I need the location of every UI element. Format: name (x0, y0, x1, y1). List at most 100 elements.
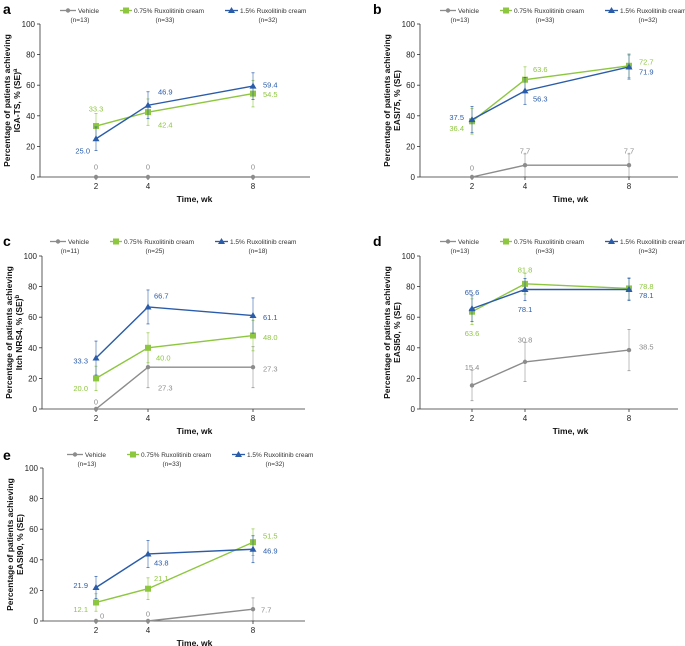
data-label: 27.3 (263, 365, 278, 374)
y-tick-label: 0 (34, 617, 39, 626)
data-point (522, 163, 528, 168)
y-axis-title-line-2: EASI50, % (SE) (392, 302, 402, 363)
data-point (521, 87, 529, 94)
x-tick-label: 8 (251, 182, 256, 191)
x-tick-label: 8 (627, 414, 632, 423)
data-label: 0 (100, 612, 104, 621)
x-axis-title: Time, wk (177, 638, 213, 646)
data-point (93, 123, 99, 130)
data-point (522, 359, 528, 365)
data-label: 59.4 (263, 81, 278, 90)
y-tick-label: 80 (406, 283, 415, 292)
data-point (625, 63, 633, 70)
x-axis-title: Time, wk (553, 426, 589, 436)
data-label: 7.7 (624, 147, 634, 156)
y-tick-label: 0 (411, 405, 416, 414)
series-ruxo15: 65.6 78.1 78.1 (465, 277, 654, 322)
legend-item-vehicle: Vehicle (n=13) (440, 239, 479, 255)
data-label: 78.1 (518, 305, 533, 314)
series-ruxo075: 20.0 40.0 48.0 (73, 319, 278, 393)
legend-n: (n=32) (639, 17, 658, 24)
y-tick-label: 100 (25, 464, 39, 473)
y-tick-label: 100 (24, 252, 38, 261)
legend-marker-square (503, 7, 509, 14)
legend-n: (n=13) (71, 17, 90, 24)
y-tick-label: 80 (28, 283, 37, 292)
x-tick-label: 8 (251, 414, 256, 423)
data-label: 81.8 (518, 265, 533, 274)
y-tick-label: 0 (33, 405, 38, 414)
data-label: 12.1 (73, 605, 88, 614)
data-point (250, 174, 256, 180)
legend-n: (n=11) (61, 248, 80, 255)
y-axis-title: Percentage of patients achievingEASI90, … (5, 478, 25, 611)
data-label: 7.7 (520, 147, 530, 156)
y-tick-label: 40 (406, 112, 415, 121)
panel-letter: b (373, 1, 382, 17)
panel-letter: d (373, 233, 382, 249)
data-point (468, 116, 476, 123)
legend-label: Vehicle (458, 239, 479, 246)
y-axis-title-line-1: Percentage of patients achieving (5, 478, 15, 611)
data-point (144, 303, 152, 310)
legend-item-ruxo15: 1.5% Ruxolitinib cream (n=32) (605, 238, 685, 255)
data-point (250, 332, 256, 339)
data-point (93, 375, 99, 382)
data-label: 61.1 (263, 313, 278, 322)
chart-panel-c: c 0 20 40 60 80 100 2 4 8 Time, wk Percentage of pa… (3, 233, 305, 436)
legend-marker-circle (445, 8, 451, 13)
data-label: 0 (251, 163, 255, 172)
data-label: 54.5 (263, 90, 278, 99)
y-tick-label: 60 (28, 313, 37, 322)
y-tick-label: 100 (22, 20, 36, 29)
y-tick-label: 40 (28, 344, 37, 353)
series-line (95, 306, 254, 359)
data-label: 21.9 (73, 581, 88, 590)
legend-label: 0.75% Ruxolitinib cream (141, 452, 211, 459)
data-point (145, 344, 151, 351)
x-tick-label: 4 (146, 414, 151, 423)
data-label: 56.3 (533, 94, 548, 103)
legend-item-ruxo15: 1.5% Ruxolitinib cream (n=32) (225, 7, 306, 24)
y-tick-label: 80 (29, 495, 38, 504)
y-tick-label: 20 (406, 142, 415, 151)
chart-panel-a: a 0 20 40 60 80 100 2 4 8 Time, wk Percentage of pa… (2, 1, 310, 204)
data-point (92, 583, 100, 590)
data-point (144, 101, 152, 108)
y-axis-title-line-2: EASI75, % (SE) (392, 70, 402, 131)
legend-label: 1.5% Ruxolitinib cream (620, 8, 685, 15)
x-axis-title: Time, wk (177, 426, 213, 436)
data-point (626, 347, 632, 353)
legend-label: Vehicle (68, 239, 89, 246)
data-label: 36.4 (449, 124, 464, 133)
x-axis-title: Time, wk (177, 194, 213, 204)
data-label: 37.5 (449, 113, 464, 122)
y-axis-title-line-1: Percentage of patients achieving (382, 34, 392, 167)
series-line (471, 349, 630, 387)
chart-panel-d: d 0 20 40 60 80 100 2 4 8 Time, wk Percentage of pa… (373, 233, 685, 436)
data-label: 43.8 (154, 558, 169, 567)
series-line (95, 92, 254, 127)
legend-marker-triangle (218, 238, 225, 244)
data-label: 46.9 (158, 88, 173, 97)
series-line (471, 65, 630, 122)
series-ruxo075: 36.4 63.6 72.7 (449, 53, 654, 135)
legend-label: Vehicle (85, 452, 106, 459)
data-point (93, 599, 99, 606)
x-tick-label: 4 (523, 414, 528, 423)
data-label: 0 (470, 164, 474, 173)
legend-marker-square (113, 238, 119, 245)
data-label: 78.8 (639, 282, 654, 291)
series-line (95, 334, 254, 380)
series-vehicle: 0 27.3 27.3 (93, 346, 278, 412)
y-tick-label: 60 (26, 81, 35, 90)
legend-item-vehicle: Vehicle (n=13) (60, 8, 99, 24)
legend-marker-circle (55, 239, 61, 244)
panel-letter: e (3, 447, 11, 463)
series-ruxo075: 33.3 42.4 54.5 (89, 79, 278, 139)
legend-marker-triangle (228, 7, 235, 13)
legend-marker-square (123, 7, 129, 14)
data-label: 20.0 (73, 384, 88, 393)
data-point (92, 135, 100, 142)
data-point (469, 174, 475, 180)
